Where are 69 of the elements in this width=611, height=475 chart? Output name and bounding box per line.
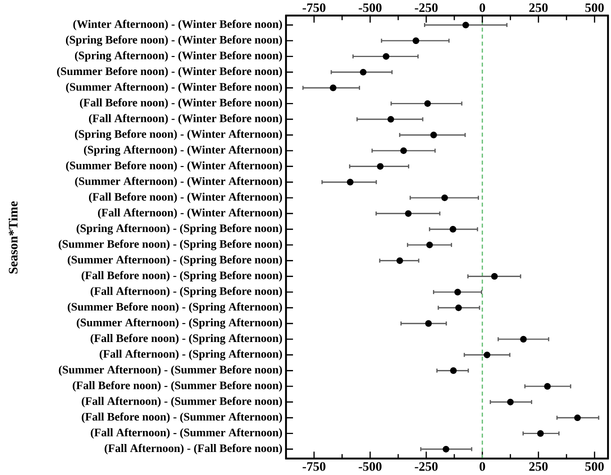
point xyxy=(426,242,433,248)
y-tick-label: (Fall Afternoon) - (Summer Before noon) xyxy=(82,396,282,408)
y-tick-label: (Summer Afternoon) - (Spring Before noon) xyxy=(68,256,282,266)
point xyxy=(484,352,490,358)
y-tick-label: (Fall Afternoon) - (Fall Before noon) xyxy=(104,444,282,455)
x-tick-label: 0 xyxy=(480,462,486,472)
point xyxy=(400,148,407,154)
point xyxy=(330,84,336,92)
point xyxy=(450,226,456,233)
x-tick-label: -500 xyxy=(358,462,382,472)
point xyxy=(424,100,431,108)
point xyxy=(520,336,527,343)
x2-tick-label: 0 xyxy=(480,4,486,12)
y-tick-label: (Summer Afternoon) - (Winter Afternoon) xyxy=(75,177,282,188)
x2-tick-label: -500 xyxy=(358,4,382,12)
point xyxy=(491,273,498,280)
point xyxy=(346,179,354,186)
y-tick-label: (Fall Afternoon) - (Winter Before noon) xyxy=(88,114,282,125)
y-tick-label: (Summer Afternoon) - (Spring Afternoon) xyxy=(76,318,282,329)
point xyxy=(360,69,366,76)
point xyxy=(412,38,420,44)
point xyxy=(404,210,412,218)
point xyxy=(376,163,384,170)
y-tick-label: (Fall Afternoon) - (Winter Afternoon) xyxy=(98,208,282,219)
point xyxy=(441,194,448,202)
x2-tick-label: 500 xyxy=(585,4,604,12)
y-tick-label: (Summer Before noon) - (Winter Before noon) xyxy=(57,67,282,78)
point xyxy=(450,368,457,374)
y-tick-label: (Summer Before noon) - (Spring Afternoon) xyxy=(68,302,282,314)
y-tick-label: (Spring Before noon) - (Winter Before noon) xyxy=(66,36,282,46)
y-tick-label: (Summer Before noon) - (Spring Before noon) xyxy=(58,240,282,250)
point xyxy=(382,53,390,60)
point xyxy=(507,398,514,406)
y-tick-label: (Fall Afternoon) - (Spring Before noon) xyxy=(90,286,282,298)
point xyxy=(442,446,450,453)
point xyxy=(462,22,470,29)
x-tick-label: -750 xyxy=(302,462,326,472)
y-tick-label: (Summer Before noon) - (Winter Afternoon) xyxy=(66,161,282,172)
y-tick-label: (Spring Afternoon) - (Winter Before noon) xyxy=(74,51,282,62)
x2-tick-label: -750 xyxy=(302,4,326,12)
y-tick-label: (Summer Afternoon) - (Winter Before noon) xyxy=(66,82,282,94)
x-tick-label: -250 xyxy=(414,462,438,472)
point xyxy=(387,116,394,123)
x2-tick-label: 250 xyxy=(529,4,548,12)
y-tick-label: (Fall Before noon) - (Winter Before noon) xyxy=(80,98,282,110)
point xyxy=(537,430,544,437)
y-tick-label: (Winter Afternoon) - (Winter Before noon) xyxy=(73,20,282,30)
point xyxy=(455,304,462,312)
y-tick-label: (Spring Afternoon) - (Spring Before noon) xyxy=(76,224,282,235)
y-tick-label: (Fall Before noon) - (Spring Afternoon) xyxy=(90,334,282,345)
y-tick-label: (Summer Afternoon) - (Summer Before noon) xyxy=(58,366,282,376)
y-tick-label: (Fall Before noon) - (Winter Afternoon) xyxy=(88,192,282,204)
y-tick-label: (Fall Before noon) - (Spring Before noon) xyxy=(82,271,282,282)
y-tick-label: (Spring Afternoon) - (Winter Afternoon) xyxy=(84,146,282,156)
x-tick-label: 500 xyxy=(585,462,604,472)
y-tick-label: (Fall Before noon) - (Summer Afternoon) xyxy=(82,412,282,424)
y-axis-title: Season*Time xyxy=(8,202,18,274)
point xyxy=(425,320,432,327)
y-tick-label: (Fall Before noon) - (Summer Before noon) xyxy=(72,381,282,392)
point xyxy=(574,414,581,422)
point xyxy=(544,383,551,390)
y-tick-label: (Fall Afternoon) - (Summer Afternoon) xyxy=(90,428,282,439)
point xyxy=(454,288,461,296)
point xyxy=(430,132,437,138)
x2-tick-label: -250 xyxy=(414,4,438,12)
y-tick-label: (Spring Before noon) - (Winter Afternoon) xyxy=(74,130,282,140)
x-tick-label: 250 xyxy=(529,462,548,472)
point xyxy=(396,258,404,264)
y-tick-label: (Fall Afternoon) - (Spring Afternoon) xyxy=(100,350,282,360)
